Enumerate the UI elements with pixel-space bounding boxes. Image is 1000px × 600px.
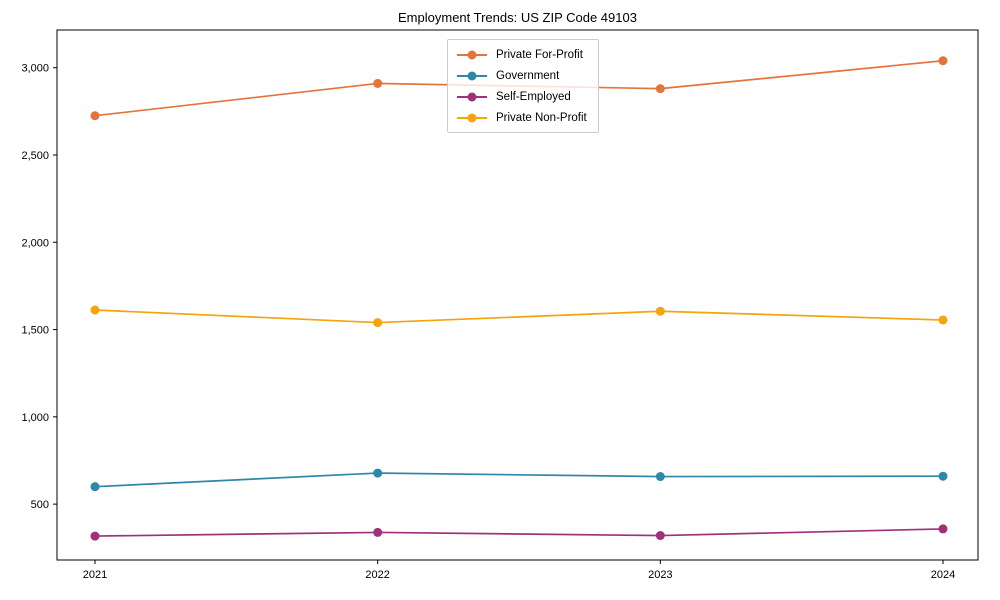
legend-label: Private Non-Profit [496,111,587,124]
x-tick-label: 2022 [365,569,389,581]
y-tick-label: 2,500 [21,150,49,162]
legend-marker-icon [457,91,487,103]
legend-item: Self-Employed [457,89,587,104]
legend-marker-icon [457,70,487,82]
data-point-marker [373,78,383,88]
x-tick-label: 2024 [931,569,955,581]
y-tick-label: 1,000 [21,412,49,424]
data-point-marker [90,531,100,541]
y-tick-label: 3,000 [21,63,49,75]
legend-item: Government [457,68,587,83]
series-line [94,528,944,537]
legend-item: Private Non-Profit [457,110,587,125]
y-tick-label: 500 [31,499,49,511]
data-point-marker [90,482,100,492]
data-point-marker [655,531,665,541]
data-point-marker [655,84,665,94]
data-point-marker [655,472,665,482]
x-tick-label: 2023 [648,569,672,581]
legend-item: Private For-Profit [457,47,587,62]
legend-marker-icon [457,112,487,124]
series-line [94,309,944,324]
data-point-marker [938,315,948,325]
data-point-marker [655,306,665,316]
y-tick-label: 2,000 [21,237,49,249]
x-tick-label: 2021 [83,569,107,581]
plot-border [56,29,979,561]
series-line [94,472,944,488]
legend-marker-icon [457,49,487,61]
legend-label: Self-Employed [496,90,571,103]
data-point-marker [938,56,948,66]
data-point-marker [938,524,948,534]
data-point-marker [90,305,100,315]
chart-title: Employment Trends: US ZIP Code 49103 [398,10,637,25]
y-tick-label: 1,500 [21,325,49,337]
data-point-marker [938,471,948,481]
data-point-marker [90,111,100,121]
legend-label: Government [496,69,560,82]
legend-label: Private For-Profit [496,48,583,61]
legend: Private For-Profit Government Self-Employe… [447,39,599,133]
data-point-marker [373,318,383,328]
data-point-marker [373,468,383,478]
data-point-marker [373,527,383,537]
